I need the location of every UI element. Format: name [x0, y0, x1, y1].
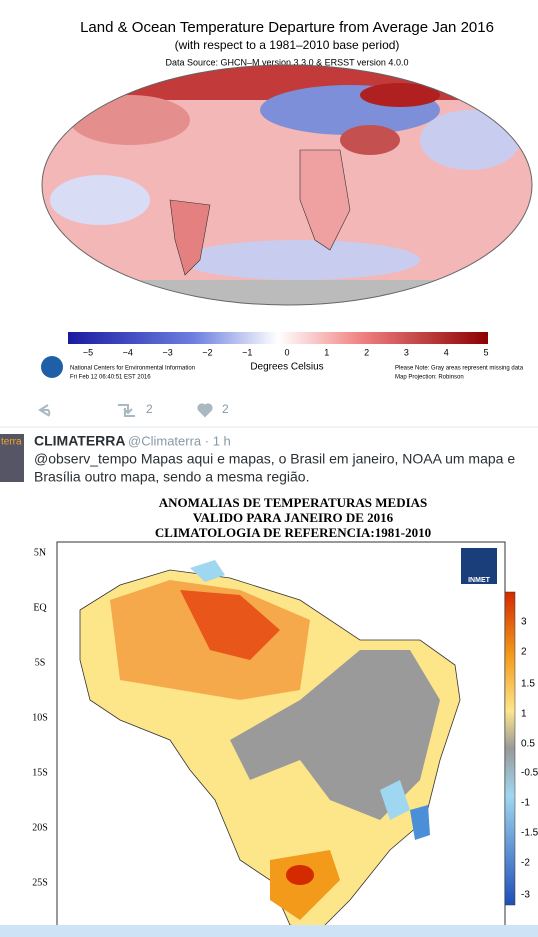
retweet-button[interactable] [118, 404, 135, 417]
reply-button[interactable] [38, 404, 51, 417]
colorbar-label: -1 [521, 798, 530, 809]
like-count: 2 [222, 402, 229, 416]
lat-label: 5N [34, 547, 46, 558]
lat-label: EQ [33, 602, 47, 613]
colorbar-label: -0.5 [521, 768, 538, 779]
inmet-text: INMET [468, 577, 491, 584]
colorbar-title: Degrees Celsius [250, 362, 323, 373]
note: Map Projection: Robinson [395, 375, 464, 381]
avatar-text: terra [1, 437, 22, 448]
lat-label: 5S [35, 657, 46, 668]
colorbar-label: −5 [83, 347, 93, 357]
map-source: Data Source: GHCN–M version 3.3.0 & ERSS… [166, 57, 409, 67]
colorbar-label: 1 [521, 709, 527, 720]
map-subtitle: (with respect to a 1981–2010 base period… [175, 38, 400, 52]
noaa-logo [41, 356, 63, 378]
colorbar-label: 0.5 [521, 739, 535, 750]
user-handle[interactable]: @Climaterra · 1 h [128, 433, 231, 448]
colorbar-label: 5 [483, 347, 488, 357]
colorbar-label: 3 [404, 347, 409, 357]
colorbar [504, 591, 516, 906]
lat-label: 10S [32, 712, 48, 723]
colorbar-label: 4 [444, 347, 449, 357]
colorbar-label: -1.5 [521, 828, 538, 839]
retweet-count: 2 [146, 402, 153, 416]
colorbar-label: −4 [123, 347, 133, 357]
colorbar-label: −2 [202, 347, 212, 357]
colorbar-label: -3 [521, 890, 530, 901]
tweet-text: Brasília outro mapa, sendo a mesma regiã… [34, 469, 309, 485]
map-title: VALIDO PARA JANEIRO DE 2016 [193, 510, 394, 525]
inmet-badge [461, 548, 497, 584]
colorbar-label: 2 [364, 347, 369, 357]
map-title: CLIMATOLOGIA DE REFERENCIA:1981-2010 [155, 525, 431, 540]
map-title: ANOMALIAS DE TEMPERATURAS MEDIAS [159, 495, 428, 510]
taskbar [0, 925, 538, 937]
user-name[interactable]: CLIMATERRA [34, 433, 126, 449]
colorbar-label: 3 [521, 617, 527, 628]
credit: National Centers for Environmental Infor… [70, 366, 195, 372]
colorbar-label: 0 [284, 347, 289, 357]
lat-label: 15S [32, 767, 48, 778]
tweet-text: @observ_tempo Mapas aqui e mapas, o Bras… [34, 451, 515, 467]
colorbar [68, 332, 488, 344]
colorbar-label: -2 [521, 858, 530, 869]
colorbar-label: −3 [162, 347, 172, 357]
like-button[interactable] [197, 403, 213, 418]
lat-label: 20S [32, 822, 48, 833]
map-title: Land & Ocean Temperature Departure from … [80, 19, 494, 36]
brazil-map [79, 560, 461, 931]
credit: Fri Feb 12 06:40:51 EST 2016 [70, 375, 151, 381]
colorbar-label: −1 [242, 347, 252, 357]
globe-outline [41, 64, 533, 306]
colorbar-label: 2 [521, 647, 527, 658]
avatar[interactable] [0, 434, 24, 482]
colorbar-label: 1.5 [521, 679, 535, 690]
colorbar-label: 1 [324, 347, 329, 357]
note: Please Note: Gray areas represent missin… [395, 366, 524, 372]
lat-label: 25S [32, 877, 48, 888]
